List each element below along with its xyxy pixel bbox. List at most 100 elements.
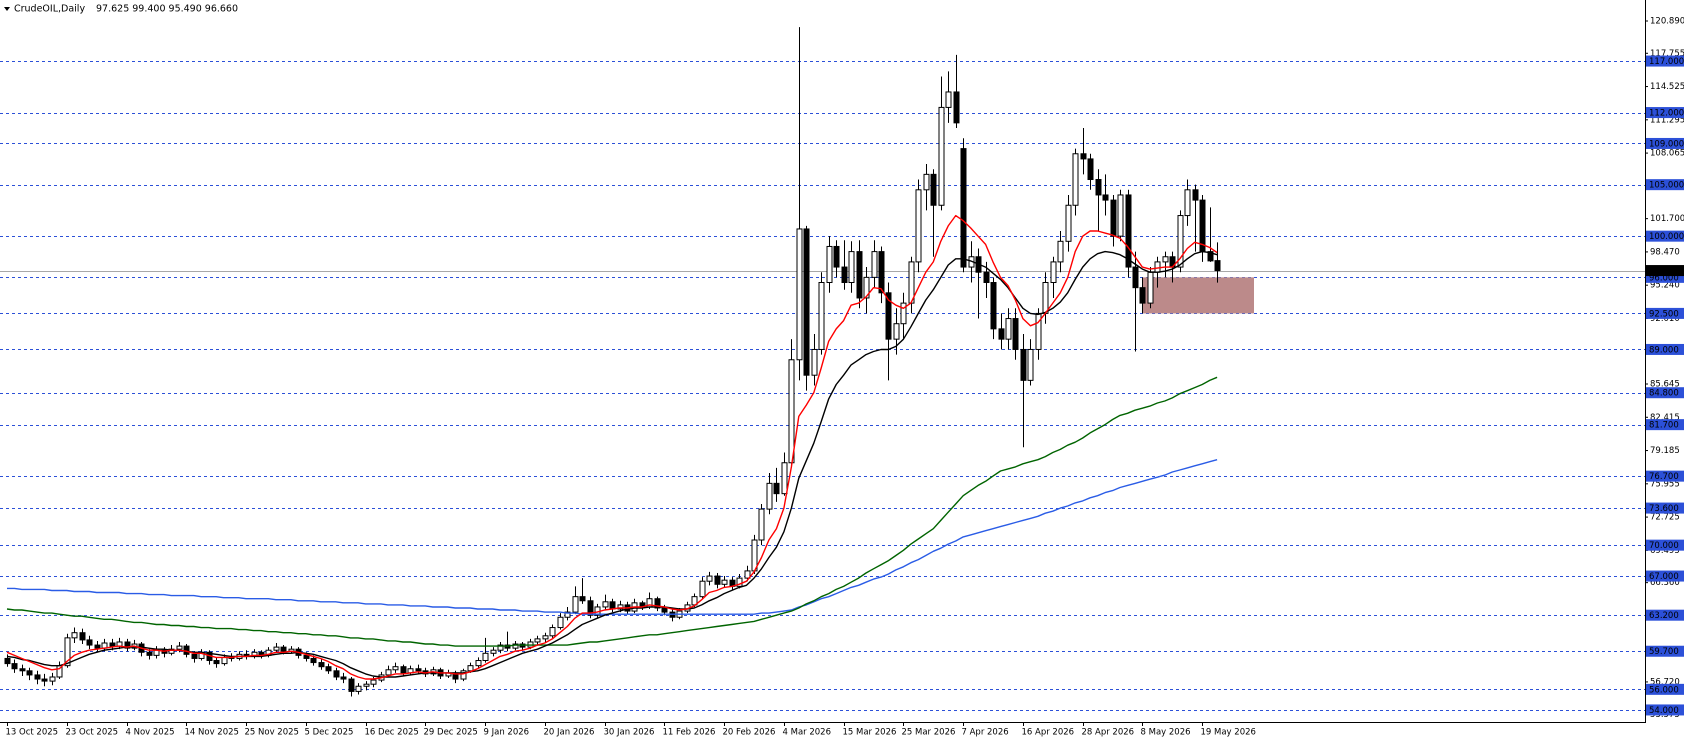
candle-body [348, 678, 355, 692]
candle-body [1012, 318, 1019, 350]
level-label-box [1646, 343, 1684, 355]
candle-body [191, 653, 198, 659]
candle-body [415, 668, 422, 672]
level-label-box [1646, 137, 1684, 149]
candle-body [1192, 189, 1199, 201]
x-tick-label: 8 May 2026 [1141, 728, 1191, 738]
x-tick-label: 4 Mar 2026 [783, 728, 831, 738]
date-axis-panel [0, 722, 1645, 738]
x-tick-label: 20 Feb 2026 [723, 728, 776, 738]
candle-body [146, 651, 153, 656]
candle-body [124, 641, 131, 649]
candle-body [811, 348, 818, 376]
candle-body [542, 635, 549, 640]
y-tick-label: 111.295 [1650, 115, 1684, 125]
candle-body [1207, 251, 1214, 262]
candle-body [796, 228, 803, 361]
candle-body [19, 668, 26, 672]
x-tick-label: 25 Mar 2026 [902, 728, 956, 738]
candle-body [370, 679, 377, 685]
candle-body [176, 645, 183, 650]
candle-body [587, 600, 594, 616]
candle-body [938, 106, 945, 206]
candle-body [1035, 312, 1042, 350]
candle-body [617, 604, 624, 610]
x-tick-label: 15 Mar 2026 [843, 728, 897, 738]
level-label-box [1646, 55, 1684, 67]
candle-body [602, 601, 609, 608]
level-label-box [1646, 683, 1684, 695]
candle-body [1132, 266, 1139, 289]
candle-body [303, 654, 310, 659]
candle-body [86, 639, 93, 646]
candle-body [1154, 261, 1161, 273]
level-label: 112.000 [1649, 109, 1684, 119]
candle-body [773, 482, 780, 495]
level-label-box [1646, 387, 1684, 399]
candle-body [848, 251, 855, 284]
level-label-box [1646, 107, 1684, 119]
x-tick-label: 29 Dec 2025 [424, 728, 478, 738]
x-tick-label: 13 Oct 2025 [6, 728, 59, 738]
level-label-box [1646, 570, 1684, 582]
y-tick-label: 114.525 [1650, 82, 1684, 92]
candle-body [94, 644, 101, 649]
candle-body [1005, 318, 1012, 340]
x-tick-label: 4 Nov 2025 [126, 728, 175, 738]
menu-triangle [4, 7, 10, 11]
level-label-box [1646, 470, 1684, 482]
candle-body [325, 666, 332, 672]
level-label: 117.000 [1649, 57, 1684, 67]
candle-body [1177, 215, 1184, 268]
level-label-box [1646, 419, 1684, 431]
candle-body [385, 669, 392, 676]
level-label: 89.000 [1649, 345, 1679, 355]
candle-body [721, 579, 728, 585]
candle-body [310, 657, 317, 664]
candle-body [41, 678, 48, 682]
candle-body [983, 271, 990, 284]
candle-body [79, 632, 86, 641]
level-label: 96.000 [1649, 273, 1679, 283]
level-label-box [1646, 502, 1684, 514]
level-label: 56.000 [1649, 685, 1679, 695]
candle-body [549, 627, 556, 637]
candle-body [400, 666, 407, 674]
candle-body [490, 649, 497, 654]
x-tick-label: 9 Jan 2026 [484, 728, 530, 738]
candle-body [1162, 256, 1169, 263]
candle-body [893, 323, 900, 340]
candle-body [1117, 194, 1124, 237]
candle-body [1065, 204, 1072, 242]
y-tick-label: 56.720 [1650, 677, 1680, 687]
candle-body [990, 282, 997, 330]
y-tick-label: 92.010 [1650, 314, 1680, 324]
candle-body [557, 616, 564, 629]
candle-body [1087, 158, 1094, 181]
level-label-box [1646, 539, 1684, 551]
candle-body [885, 292, 892, 340]
y-tick-label: 82.415 [1650, 413, 1680, 423]
candle-body [871, 251, 878, 278]
candle-body [579, 596, 586, 602]
x-tick-label: 25 Nov 2025 [245, 728, 299, 738]
candle-body [1080, 153, 1087, 160]
level-label: 63.200 [1649, 611, 1679, 621]
level-label: 81.700 [1649, 421, 1679, 431]
zone [1143, 277, 1254, 314]
x-tick-label: 30 Jan 2026 [604, 728, 655, 738]
candle-body [1110, 199, 1117, 237]
candle-body [49, 676, 56, 682]
candle-body [64, 637, 71, 667]
y-tick-label: 98.470 [1650, 247, 1680, 257]
candle-body [497, 644, 504, 651]
candle-body [273, 646, 280, 651]
back-layer [0, 61, 1645, 711]
candle-body [1125, 194, 1132, 268]
level-label: 92.500 [1649, 309, 1679, 319]
candle-body [736, 577, 743, 587]
x-tick-label: 20 Jan 2026 [544, 728, 595, 738]
candle-body [482, 652, 489, 662]
candle-body [183, 645, 190, 655]
